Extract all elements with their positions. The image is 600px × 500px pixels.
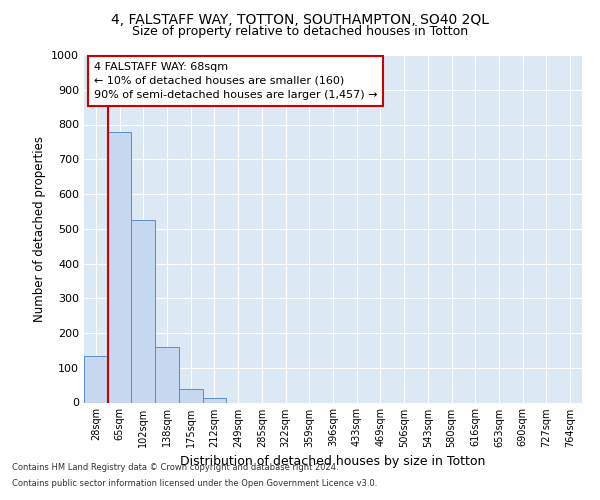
Bar bbox=[179, 390, 203, 402]
Text: Contains public sector information licensed under the Open Government Licence v3: Contains public sector information licen… bbox=[12, 478, 377, 488]
Text: Size of property relative to detached houses in Totton: Size of property relative to detached ho… bbox=[132, 25, 468, 38]
Text: 4 FALSTAFF WAY: 68sqm
← 10% of detached houses are smaller (160)
90% of semi-det: 4 FALSTAFF WAY: 68sqm ← 10% of detached … bbox=[94, 62, 377, 100]
Text: 4, FALSTAFF WAY, TOTTON, SOUTHAMPTON, SO40 2QL: 4, FALSTAFF WAY, TOTTON, SOUTHAMPTON, SO… bbox=[111, 12, 489, 26]
Bar bbox=[155, 347, 179, 403]
Text: Contains HM Land Registry data © Crown copyright and database right 2024.: Contains HM Land Registry data © Crown c… bbox=[12, 464, 338, 472]
X-axis label: Distribution of detached houses by size in Totton: Distribution of detached houses by size … bbox=[181, 455, 485, 468]
Bar bbox=[108, 132, 131, 402]
Bar bbox=[84, 356, 108, 403]
Bar bbox=[203, 398, 226, 402]
Y-axis label: Number of detached properties: Number of detached properties bbox=[32, 136, 46, 322]
Bar bbox=[131, 220, 155, 402]
